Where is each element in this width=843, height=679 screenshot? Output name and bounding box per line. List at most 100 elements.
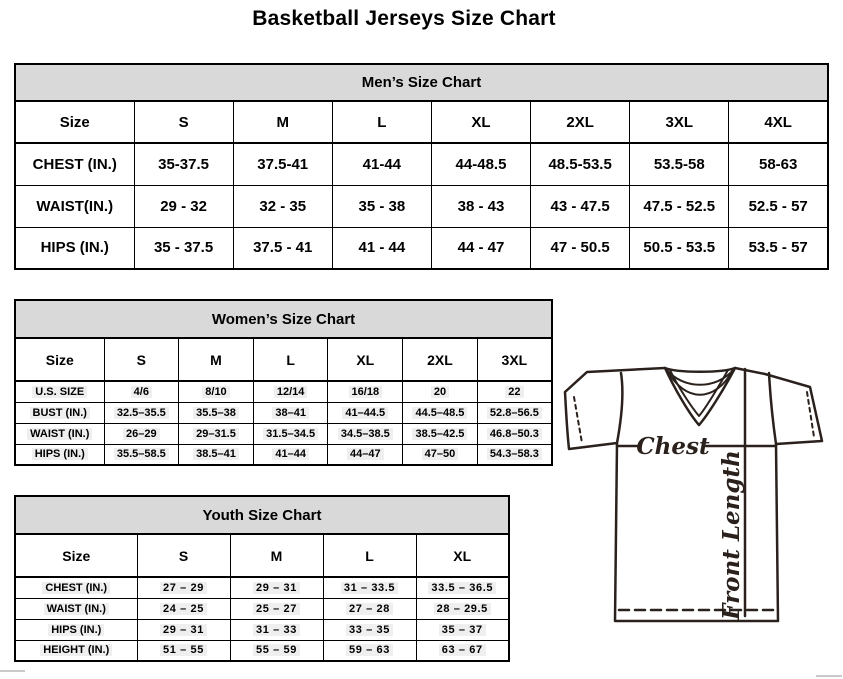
cell-text: 53.5 - 57	[748, 239, 808, 257]
table-cell: 55 – 59	[229, 639, 324, 662]
table-cell: 47 - 50.5	[530, 226, 631, 270]
page-title: Basketball Jerseys Size Chart	[252, 7, 556, 30]
cell-text: 28 – 29.5	[433, 602, 491, 615]
cell-text: 29–31.5	[193, 427, 239, 440]
cell-text: 50.5 - 53.5	[643, 239, 716, 257]
column-header-row: Size S M L XL	[14, 533, 510, 578]
cell-text: XL	[471, 113, 491, 131]
cell-text: 20	[430, 385, 450, 398]
table-row: CHEST (IN.) 27 – 29 29 – 31 31 – 33.5 33.5 –…	[14, 576, 510, 599]
table-cell: 47–50	[402, 443, 478, 466]
table-row: HIPS (IN.) 29 – 31 31 – 33 33 – 35 35 – 37	[14, 618, 510, 641]
cell-text: 3XL	[665, 113, 694, 131]
cell-text: 27 – 28	[346, 602, 393, 615]
cell-text: 16/18	[348, 385, 383, 398]
table-title: Youth Size Chart	[14, 495, 510, 535]
table-cell: 41 - 44	[331, 226, 432, 270]
cell-text: CHEST (IN.)	[32, 155, 117, 173]
table-cell: 38 - 43	[430, 184, 532, 228]
table-row: HEIGHT (IN.) 51 – 55 55 – 59 59 – 63 63 – 67	[14, 639, 510, 662]
cell-text: Size	[45, 351, 74, 368]
table-cell: 38.5–42.5	[402, 422, 478, 445]
table-title: Women’s Size Chart	[14, 299, 553, 339]
column-header: M	[178, 337, 254, 382]
cell-text: 2XL	[427, 351, 453, 368]
column-header: M	[232, 100, 333, 144]
bottom-left-artifact-line	[0, 670, 25, 672]
table-cell: 12/14	[252, 380, 329, 403]
cell-text: 3XL	[501, 351, 528, 368]
table-cell: 33.5 – 36.5	[415, 576, 510, 599]
cell-text: 35 – 37	[438, 623, 486, 636]
table-cell: 35.5–58.5	[103, 443, 180, 466]
cell-text: 29 – 31	[253, 581, 300, 594]
table-cell: 52.8–56.5	[476, 401, 553, 424]
table-cell: 58-63	[728, 142, 829, 186]
cell-text: 44.5–48.5	[412, 406, 468, 419]
cell-text: 4/6	[130, 385, 152, 398]
table-cell: 29–31.5	[178, 422, 254, 445]
cell-text: WAIST (IN.)	[43, 602, 109, 615]
column-header: 3XL	[476, 337, 553, 382]
table-cell: 29 – 31	[229, 576, 324, 599]
cell-text: 46.8–50.3	[486, 427, 542, 440]
cell-text: 35.5–58.5	[113, 448, 169, 461]
table-cell: 22	[476, 380, 553, 403]
table-cell: 31 – 33	[229, 618, 324, 641]
table-cell: 63 – 67	[415, 639, 510, 662]
table-cell: 27 – 28	[322, 597, 417, 620]
table-cell: 16/18	[327, 380, 404, 403]
row-header: CHEST (IN.)	[14, 142, 135, 186]
cell-text: WAIST(IN.)	[36, 197, 114, 215]
cell-text: 31 – 33	[253, 623, 300, 636]
cell-text: 52.8–56.5	[486, 406, 542, 419]
table-title-row: Men’s Size Chart	[14, 63, 829, 102]
table-cell: 37.5-41	[232, 142, 333, 186]
jersey-outline	[563, 366, 824, 623]
cell-text: 43 - 47.5	[550, 197, 610, 215]
column-header: 3XL	[629, 100, 730, 144]
collar-curve-lower	[666, 369, 734, 396]
column-header: 2XL	[530, 100, 631, 144]
cell-text: 41 - 44	[358, 239, 406, 257]
column-header: 4XL	[728, 100, 829, 144]
table-cell: 41-44	[331, 142, 432, 186]
cell-text: Size	[62, 547, 91, 564]
table-row: HIPS (IN.) 35 - 37.5 37.5 - 41 41 - 44 44 - …	[14, 226, 829, 270]
cell-text: 44 - 47	[457, 239, 505, 257]
table-title-row: Youth Size Chart	[14, 495, 510, 535]
cell-text: L	[286, 351, 295, 368]
column-header: L	[252, 337, 329, 382]
cell-text: HIPS (IN.)	[48, 623, 105, 636]
cell-text: 48.5-53.5	[548, 155, 612, 173]
cell-text: 55 – 59	[253, 644, 300, 657]
collar-back-line	[663, 366, 737, 373]
cell-text: 29 – 31	[160, 623, 207, 636]
table-cell: 33 – 35	[322, 618, 417, 641]
cell-text: 47 - 50.5	[550, 239, 610, 257]
column-header: Size	[14, 337, 105, 382]
cell-text: S	[136, 351, 146, 368]
cell-text: 35 - 37.5	[153, 239, 214, 257]
cell-text: 37.5-41	[257, 155, 309, 173]
table-cell: 35 - 38	[331, 184, 432, 228]
table-cell: 24 – 25	[136, 597, 231, 620]
cell-text: CHEST (IN.)	[42, 581, 111, 594]
cell-text: 35-37.5	[158, 155, 209, 173]
column-header: 2XL	[402, 337, 478, 382]
cell-text: 26–29	[123, 427, 160, 440]
chest-label: Chest	[636, 433, 710, 460]
cell-text: HIPS (IN.)	[40, 239, 109, 257]
row-header: BUST (IN.)	[14, 401, 105, 424]
table-cell: 37.5 - 41	[232, 226, 333, 270]
cell-text: 31 – 33.5	[340, 581, 399, 594]
row-header: WAIST (IN.)	[14, 422, 105, 445]
cell-text: 41-44	[362, 155, 402, 173]
table-title-row: Women’s Size Chart	[14, 299, 553, 339]
table-row: BUST (IN.) 32.5–35.5 35.5–38 38–41 41–44.5 44…	[14, 401, 553, 424]
front-length-label: Front Length	[718, 450, 745, 621]
jersey-right-seam	[767, 371, 778, 446]
cell-text: M	[210, 351, 222, 368]
row-header: CHEST (IN.)	[14, 576, 138, 599]
cell-text: 54.3–58.3	[486, 448, 542, 461]
